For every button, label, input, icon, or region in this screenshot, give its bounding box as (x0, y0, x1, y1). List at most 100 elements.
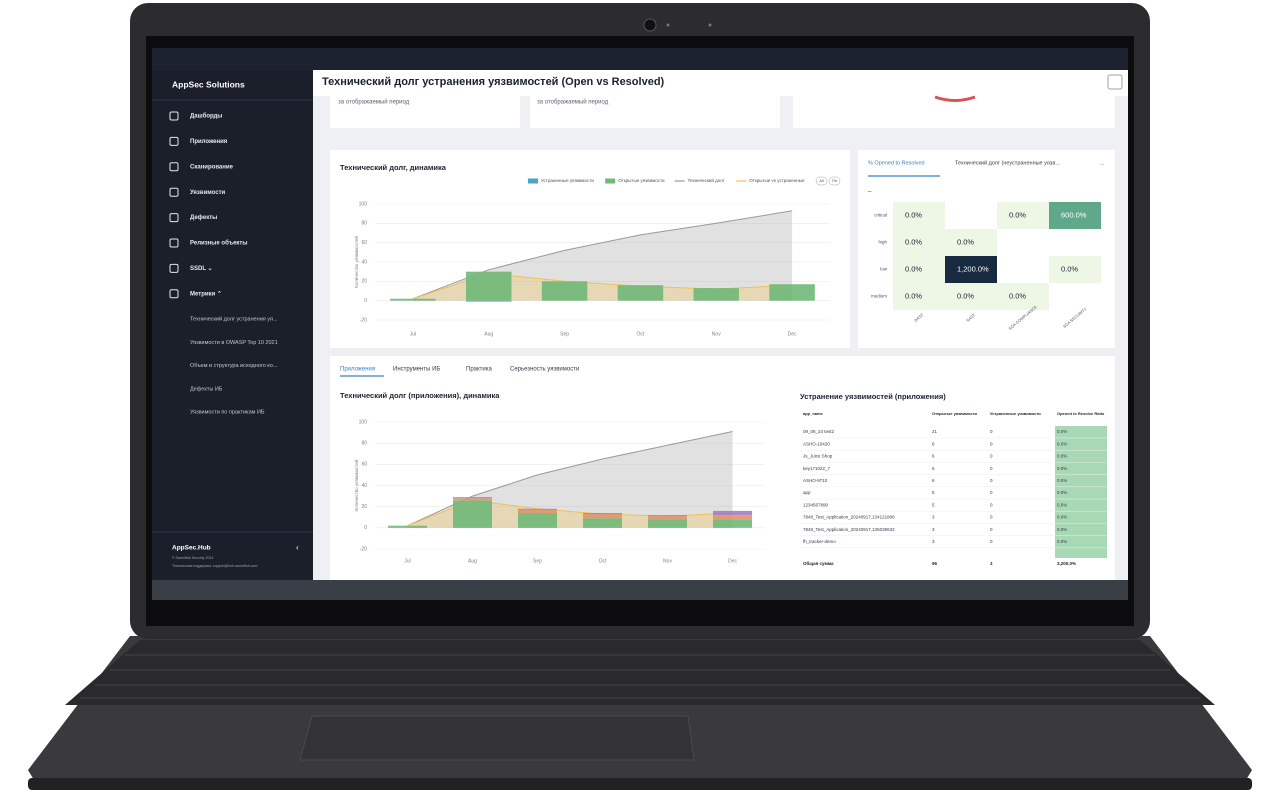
heatmap-tab[interactable]: % Opened to Resolved (868, 160, 925, 166)
collapse-button[interactable]: ‹ (296, 543, 299, 552)
bar (541, 281, 588, 301)
table-cell: 7848_Test_Application_20240917,134121808 (803, 515, 895, 520)
legend-button[interactable]: All (819, 178, 824, 183)
heatmap-cell (1049, 283, 1101, 310)
table-cell: ASHO-10420 (803, 441, 830, 446)
table-header: app_name (803, 411, 824, 416)
table-cell: 6 (932, 478, 935, 483)
menu-icon (169, 238, 179, 248)
legend-swatch (605, 178, 616, 184)
menu-button[interactable] (1107, 74, 1123, 90)
table-cell: 0 (990, 515, 993, 520)
table-cell: 6 (932, 466, 935, 471)
bar (583, 518, 622, 528)
submenu-item[interactable]: Объем и структура исходного ко... (190, 363, 278, 369)
menu-item[interactable]: Сканирование (190, 164, 234, 170)
heatmap-cell (893, 229, 945, 256)
tab[interactable]: Приложения (340, 367, 375, 373)
heatmap-value: 0.0% (1009, 291, 1026, 300)
menu-item[interactable]: Дефекты (190, 214, 217, 221)
heatmap-tab[interactable]: Технический долг (неустраненные уязв... (955, 159, 1060, 166)
submenu-item[interactable]: Уязвимости по практикам ИБ (190, 410, 265, 416)
table-cell: 0 (990, 454, 993, 459)
table-cell: 21 (932, 429, 938, 434)
heatmap-row-label: low (880, 267, 888, 272)
y-tick-label: 0 (364, 298, 367, 304)
menu-item[interactable]: SSDL ⌄ (190, 266, 213, 272)
menu-item[interactable]: Метрики ⌃ (190, 290, 222, 297)
x-tick-label: Dec (728, 558, 737, 564)
ratio-column (1055, 426, 1107, 558)
stat-card (330, 96, 520, 128)
taskbar (152, 580, 1128, 600)
table-cell: ASHO-9710 (803, 478, 828, 483)
y-tick-label: 100 (359, 201, 368, 207)
menu-icon (169, 289, 179, 299)
table-cell: 3 (932, 527, 935, 532)
table-cell: 0 (990, 502, 993, 507)
heatmap-cell (893, 283, 945, 310)
sensor (708, 23, 712, 27)
menu-icon (169, 187, 179, 197)
chart-title: Технический долг (приложения), динамика (340, 391, 500, 400)
x-tick-label: Nov (712, 331, 721, 337)
menu-icon (169, 111, 179, 121)
menu-item[interactable]: Приложения (190, 139, 228, 145)
table-cell: 0 (990, 441, 993, 446)
table-cell: 0.0% (1057, 429, 1067, 434)
heatmap-cell (893, 202, 945, 229)
menu-item[interactable]: Дашборды (190, 113, 222, 120)
heatmap-value: 0.0% (905, 210, 922, 219)
submenu-item[interactable]: Технический долг устранения уя... (190, 315, 278, 322)
x-tick-label: Sep (560, 331, 569, 337)
camera (643, 18, 657, 32)
legend-button[interactable]: Пн (832, 178, 837, 183)
y-tick-label: 60 (361, 462, 367, 468)
heatmap-cell (1049, 202, 1101, 229)
menu-item[interactable]: Релизные объекты (190, 240, 248, 247)
bar (583, 514, 622, 519)
menu-item[interactable]: Уязвимости (190, 190, 226, 196)
table-total: Общая сумма (803, 560, 834, 566)
x-tick-label: Sep (533, 558, 542, 564)
bar (648, 515, 687, 517)
heatmap-row-label: critical (874, 213, 887, 218)
heatmap-cell (945, 202, 997, 229)
table-header: Устраненные уязвимости (990, 411, 1041, 416)
tab[interactable]: Серьезность уязвимости (510, 367, 579, 373)
y-axis-label: Количество уязвимостей (353, 459, 359, 511)
heatmap-row-label: high (878, 240, 887, 245)
legend-label[interactable]: Открытые уязвимости (618, 178, 665, 183)
y-tick-label: 100 (359, 419, 368, 425)
submenu-item[interactable]: Уязвимости в OWASP Top 10 2021 (190, 340, 278, 346)
x-tick-label: Jul (410, 331, 416, 337)
table-cell: 0 (990, 539, 993, 544)
y-tick-label: 60 (361, 240, 367, 246)
heatmap-value: 0.0% (905, 237, 922, 246)
legend-label[interactable]: Открытые vs устраненные (749, 178, 805, 183)
table-total: 3,200.0% (1057, 561, 1076, 566)
legend-label[interactable]: Технический долг (688, 177, 725, 183)
table-cell: 1234567890 (803, 502, 829, 507)
page-title: Технический долг устранения уязвимостей … (322, 76, 665, 88)
tab[interactable]: Инструменты ИБ (393, 367, 440, 373)
heatmap-tab[interactable]: ... (1100, 160, 1105, 166)
y-tick-label: 80 (361, 440, 367, 446)
bar (648, 516, 687, 520)
heatmap-cell (893, 256, 945, 283)
submenu-item[interactable]: Дефекты ИБ (190, 386, 223, 392)
keyboard-rows (80, 654, 1200, 699)
table-cell: 0.0% (1057, 527, 1067, 532)
heatmap-value: 0.0% (905, 291, 922, 300)
table-header: Opened to Resolve Ratio (1057, 411, 1105, 416)
legend-swatch (528, 178, 538, 184)
legend-label[interactable]: Устраненные уязвимости (541, 178, 594, 183)
footer-title: AppSec.Hub (172, 545, 211, 552)
bar (769, 284, 815, 301)
y-tick-label: 40 (361, 483, 367, 489)
table-cell: app (803, 490, 811, 495)
menu-icon (169, 136, 179, 146)
tab[interactable]: Практика (466, 367, 493, 373)
bar (648, 519, 687, 528)
table-cell: 7848_Test_Application_20240917,135039532 (803, 527, 895, 532)
